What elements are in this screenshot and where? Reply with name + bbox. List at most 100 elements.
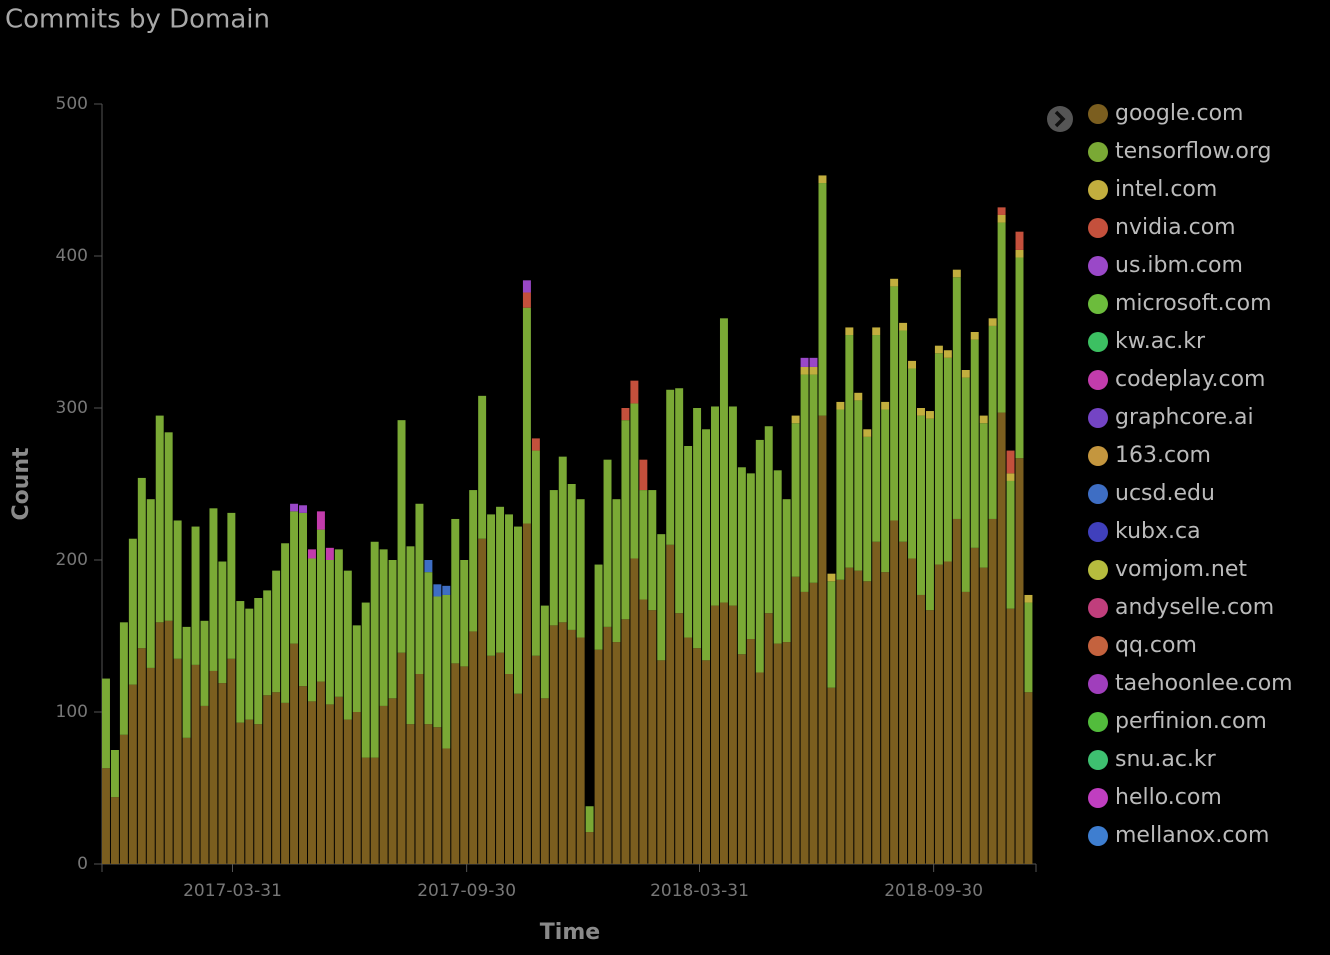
legend-toggle-circle[interactable] <box>1047 106 1073 132</box>
bar-segment <box>272 692 281 864</box>
bar-segment <box>299 505 307 513</box>
legend: google.com tensorflow.org intel.com nvidia.… <box>1088 101 1293 848</box>
bar-segment <box>442 594 451 749</box>
legend-swatch <box>1088 598 1108 618</box>
bar-segment <box>209 670 218 864</box>
bar-segment <box>487 514 496 656</box>
bar-segment <box>164 432 173 621</box>
bar-segment <box>316 511 325 530</box>
bar-segment <box>128 684 137 864</box>
bar-segment <box>925 610 934 864</box>
bar-segment <box>415 503 424 674</box>
legend-swatch <box>1088 104 1108 124</box>
legend-swatch <box>1088 712 1108 732</box>
bar-segment <box>325 547 334 560</box>
bar-segment <box>146 499 155 668</box>
bar-segment <box>209 508 218 671</box>
legend-label: microsoft.com <box>1115 291 1272 316</box>
bar-segment <box>325 704 334 864</box>
bar-segment <box>549 625 558 864</box>
bar-segment <box>711 406 719 606</box>
bar-segment <box>522 280 531 293</box>
legend-label: tensorflow.org <box>1115 139 1271 164</box>
bar-segment <box>307 558 316 702</box>
bar-segment <box>719 602 728 864</box>
legend-swatch <box>1088 636 1108 656</box>
legend-label: hello.com <box>1115 785 1222 810</box>
legend-toggle[interactable] <box>1047 106 1073 132</box>
bar-segment <box>827 687 836 864</box>
bar-segment <box>531 450 540 656</box>
bar-segment <box>970 332 979 340</box>
bar-segment <box>334 696 343 864</box>
bar-segment <box>119 622 128 735</box>
bar-segment <box>173 658 182 864</box>
legend-swatch <box>1088 750 1108 770</box>
bar-segment <box>370 541 379 758</box>
bar-segment <box>451 518 460 664</box>
bar-segment <box>702 660 711 864</box>
bar-segment <box>863 436 872 582</box>
bar-segment <box>254 598 263 725</box>
bar-segment <box>988 518 997 864</box>
legend-swatch <box>1088 256 1108 276</box>
bar-segment <box>639 599 648 864</box>
bar-segment <box>648 610 657 864</box>
bar-segment <box>200 705 209 864</box>
legend-toggle-arrow[interactable] <box>1054 110 1066 128</box>
bar-segment <box>934 353 943 565</box>
bar-segment <box>863 429 872 437</box>
bar-segment <box>943 357 952 562</box>
bar-segment <box>684 446 693 638</box>
bar-segment <box>621 420 630 620</box>
bar-segment <box>630 403 639 559</box>
bar-segment <box>182 737 191 864</box>
bar-segment <box>693 408 702 649</box>
bar-segment <box>675 388 684 614</box>
bar-segment <box>854 570 863 864</box>
bar-segment <box>558 456 567 623</box>
legend-label: google.com <box>1115 101 1243 126</box>
legend-swatch <box>1088 788 1108 808</box>
bar-segment <box>737 654 746 864</box>
bar-segment <box>863 581 872 864</box>
bar-segment <box>1006 608 1015 864</box>
bar-segment <box>281 702 290 864</box>
bar-segment <box>281 543 290 703</box>
bar-segment <box>227 512 236 659</box>
bar-segment <box>316 529 325 682</box>
bar-segment <box>406 724 415 864</box>
bar-segment <box>191 664 200 864</box>
bar-segment <box>809 366 818 375</box>
legend-label: kw.ac.kr <box>1115 329 1206 354</box>
bar-segment <box>979 415 988 424</box>
bar-segment <box>711 605 719 864</box>
legend-swatch <box>1088 332 1108 352</box>
bar-segment <box>1015 257 1024 459</box>
bar-segment <box>218 561 227 684</box>
bar-segment <box>961 591 970 864</box>
bar-segment <box>513 526 522 694</box>
bar-segment <box>675 613 684 864</box>
bar-segment <box>316 681 325 864</box>
bar-segment <box>1024 602 1033 693</box>
bar-segment <box>800 366 809 375</box>
bar-segment <box>917 594 925 864</box>
bar-segment <box>110 750 119 798</box>
bar-segment <box>979 567 988 864</box>
bar-segment <box>728 406 737 606</box>
bar-segment <box>773 470 782 644</box>
y-tick-label: 0 <box>77 854 88 874</box>
bar-segment <box>290 511 299 644</box>
bar-segment <box>746 639 755 864</box>
bar-segment <box>791 423 800 577</box>
bar-segment <box>630 558 639 864</box>
bar-segment <box>666 389 675 545</box>
legend-label: ucsd.edu <box>1115 481 1215 506</box>
bar-segment <box>478 538 487 864</box>
bar-segment <box>1024 594 1033 603</box>
bar-segment <box>648 490 657 611</box>
bar-segment <box>630 380 639 404</box>
x-tick-label: 2018-03-31 <box>650 881 749 901</box>
